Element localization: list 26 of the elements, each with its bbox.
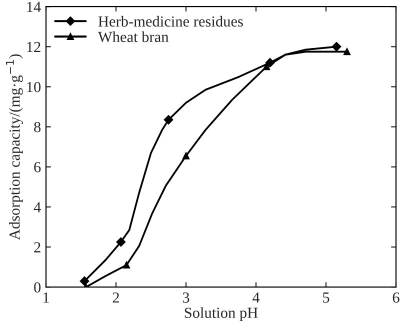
point — [123, 262, 130, 269]
y-tick-label: 8 — [34, 122, 41, 132]
y-tick-label: 0 — [34, 282, 41, 293]
x-axis-title: Solution pH — [184, 307, 258, 322]
x-tick-label: 2 — [112, 292, 119, 303]
point — [332, 42, 342, 52]
x-tick-label: 3 — [182, 292, 190, 303]
y-tick-label: 6 — [34, 162, 41, 172]
y-tick-label: 14 — [27, 2, 41, 12]
x-tick-label: 6 — [392, 292, 400, 303]
point — [116, 237, 126, 247]
y-tick-label: 12 — [27, 42, 40, 52]
x-tick-label: 1 — [44, 292, 49, 303]
point — [80, 276, 90, 286]
x-tick-label: 4 — [252, 292, 260, 303]
y-axis-title: Adsorption capacity/(mg·g$^{−1}$) — [6, 54, 23, 240]
y-tick-label: 4 — [34, 202, 41, 212]
point — [344, 48, 350, 56]
legend-label: Herb-medicine residues — [98, 16, 243, 27]
point — [263, 63, 270, 70]
x-tick-label: 5 — [323, 292, 330, 303]
point — [182, 152, 190, 160]
point — [164, 115, 174, 124]
legend-label: Wheat bran — [98, 31, 169, 42]
y-tick-label: 2 — [34, 242, 40, 252]
y-tick-label: 10 — [27, 82, 41, 92]
